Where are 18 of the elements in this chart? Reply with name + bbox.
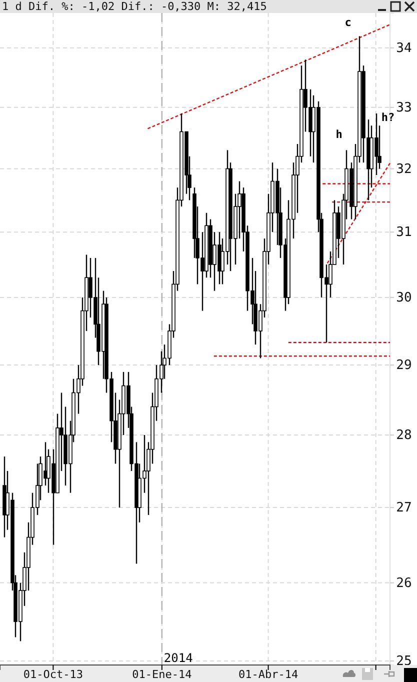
annotation: h?: [381, 110, 395, 124]
x-tick-label: 01-Abr-14: [238, 668, 298, 681]
x-tick-label: 01-Oct-13: [23, 668, 83, 681]
y-tick-label: 30: [396, 290, 412, 306]
y-tick-label: 33: [396, 100, 412, 116]
ref-line-label: 2014: [164, 651, 193, 665]
y-tick-label: 32: [396, 162, 412, 177]
x-tick-label: 01-Ene-14: [132, 668, 192, 681]
y-tick-label: 25: [396, 654, 412, 670]
chart-title: 1 d Dif. %: -1,02 Dif.: -0,330 M: 32,415: [2, 0, 267, 13]
y-tick-label: 26: [396, 576, 412, 591]
y-tick-label: 34: [396, 41, 412, 56]
annotation: c: [344, 16, 352, 29]
y-tick-label: 31: [396, 225, 412, 240]
y-tick-label: 27: [396, 500, 412, 516]
y-tick-label: 29: [396, 358, 412, 374]
annotation: h: [336, 128, 342, 141]
y-tick-label: 28: [396, 428, 412, 444]
